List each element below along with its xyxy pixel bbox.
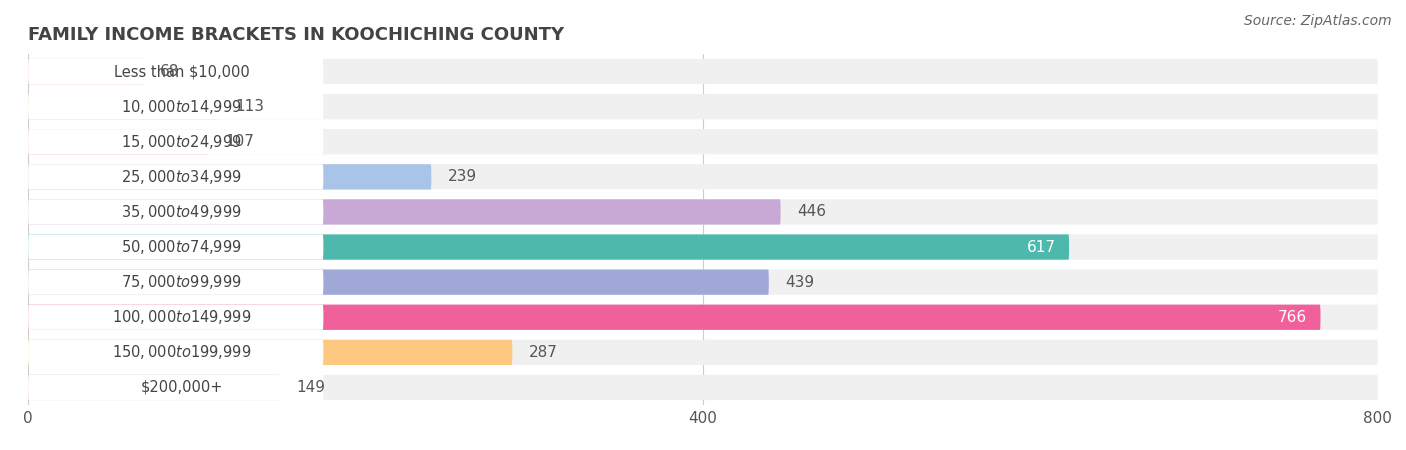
Text: 149: 149 bbox=[297, 380, 325, 395]
FancyBboxPatch shape bbox=[28, 340, 323, 365]
FancyBboxPatch shape bbox=[28, 94, 323, 119]
FancyBboxPatch shape bbox=[28, 234, 1378, 260]
FancyBboxPatch shape bbox=[28, 59, 143, 84]
FancyBboxPatch shape bbox=[28, 164, 323, 189]
Text: Source: ZipAtlas.com: Source: ZipAtlas.com bbox=[1244, 14, 1392, 27]
FancyBboxPatch shape bbox=[28, 129, 208, 154]
FancyBboxPatch shape bbox=[28, 234, 1069, 260]
Text: 617: 617 bbox=[1026, 239, 1056, 255]
Text: $75,000 to $99,999: $75,000 to $99,999 bbox=[121, 273, 242, 291]
Text: $10,000 to $14,999: $10,000 to $14,999 bbox=[121, 98, 242, 116]
FancyBboxPatch shape bbox=[28, 199, 780, 225]
Text: 113: 113 bbox=[236, 99, 264, 114]
Text: $25,000 to $34,999: $25,000 to $34,999 bbox=[121, 168, 242, 186]
FancyBboxPatch shape bbox=[28, 375, 1378, 400]
Text: $100,000 to $149,999: $100,000 to $149,999 bbox=[112, 308, 252, 326]
FancyBboxPatch shape bbox=[28, 340, 1378, 365]
FancyBboxPatch shape bbox=[28, 164, 432, 189]
Text: $15,000 to $24,999: $15,000 to $24,999 bbox=[121, 133, 242, 151]
FancyBboxPatch shape bbox=[28, 305, 1378, 330]
Text: 107: 107 bbox=[225, 134, 254, 149]
Text: $150,000 to $199,999: $150,000 to $199,999 bbox=[112, 343, 252, 361]
FancyBboxPatch shape bbox=[28, 270, 769, 295]
FancyBboxPatch shape bbox=[28, 270, 1378, 295]
Text: 239: 239 bbox=[449, 169, 478, 184]
FancyBboxPatch shape bbox=[28, 375, 323, 400]
FancyBboxPatch shape bbox=[28, 199, 323, 225]
FancyBboxPatch shape bbox=[28, 270, 323, 295]
Text: FAMILY INCOME BRACKETS IN KOOCHICHING COUNTY: FAMILY INCOME BRACKETS IN KOOCHICHING CO… bbox=[28, 26, 564, 44]
Text: 766: 766 bbox=[1278, 310, 1308, 325]
FancyBboxPatch shape bbox=[28, 59, 1378, 84]
Text: $200,000+: $200,000+ bbox=[141, 380, 222, 395]
FancyBboxPatch shape bbox=[28, 199, 1378, 225]
Text: 68: 68 bbox=[160, 64, 179, 79]
Text: 439: 439 bbox=[786, 274, 815, 290]
FancyBboxPatch shape bbox=[28, 59, 323, 84]
FancyBboxPatch shape bbox=[28, 340, 512, 365]
Text: 446: 446 bbox=[797, 204, 827, 220]
FancyBboxPatch shape bbox=[28, 129, 1378, 154]
FancyBboxPatch shape bbox=[28, 129, 323, 154]
FancyBboxPatch shape bbox=[28, 164, 1378, 189]
FancyBboxPatch shape bbox=[28, 375, 280, 400]
Text: $35,000 to $49,999: $35,000 to $49,999 bbox=[121, 203, 242, 221]
FancyBboxPatch shape bbox=[28, 94, 1378, 119]
Text: 287: 287 bbox=[529, 345, 558, 360]
Text: Less than $10,000: Less than $10,000 bbox=[114, 64, 249, 79]
FancyBboxPatch shape bbox=[28, 94, 219, 119]
FancyBboxPatch shape bbox=[28, 234, 323, 260]
Text: $50,000 to $74,999: $50,000 to $74,999 bbox=[121, 238, 242, 256]
FancyBboxPatch shape bbox=[28, 305, 323, 330]
FancyBboxPatch shape bbox=[28, 305, 1320, 330]
